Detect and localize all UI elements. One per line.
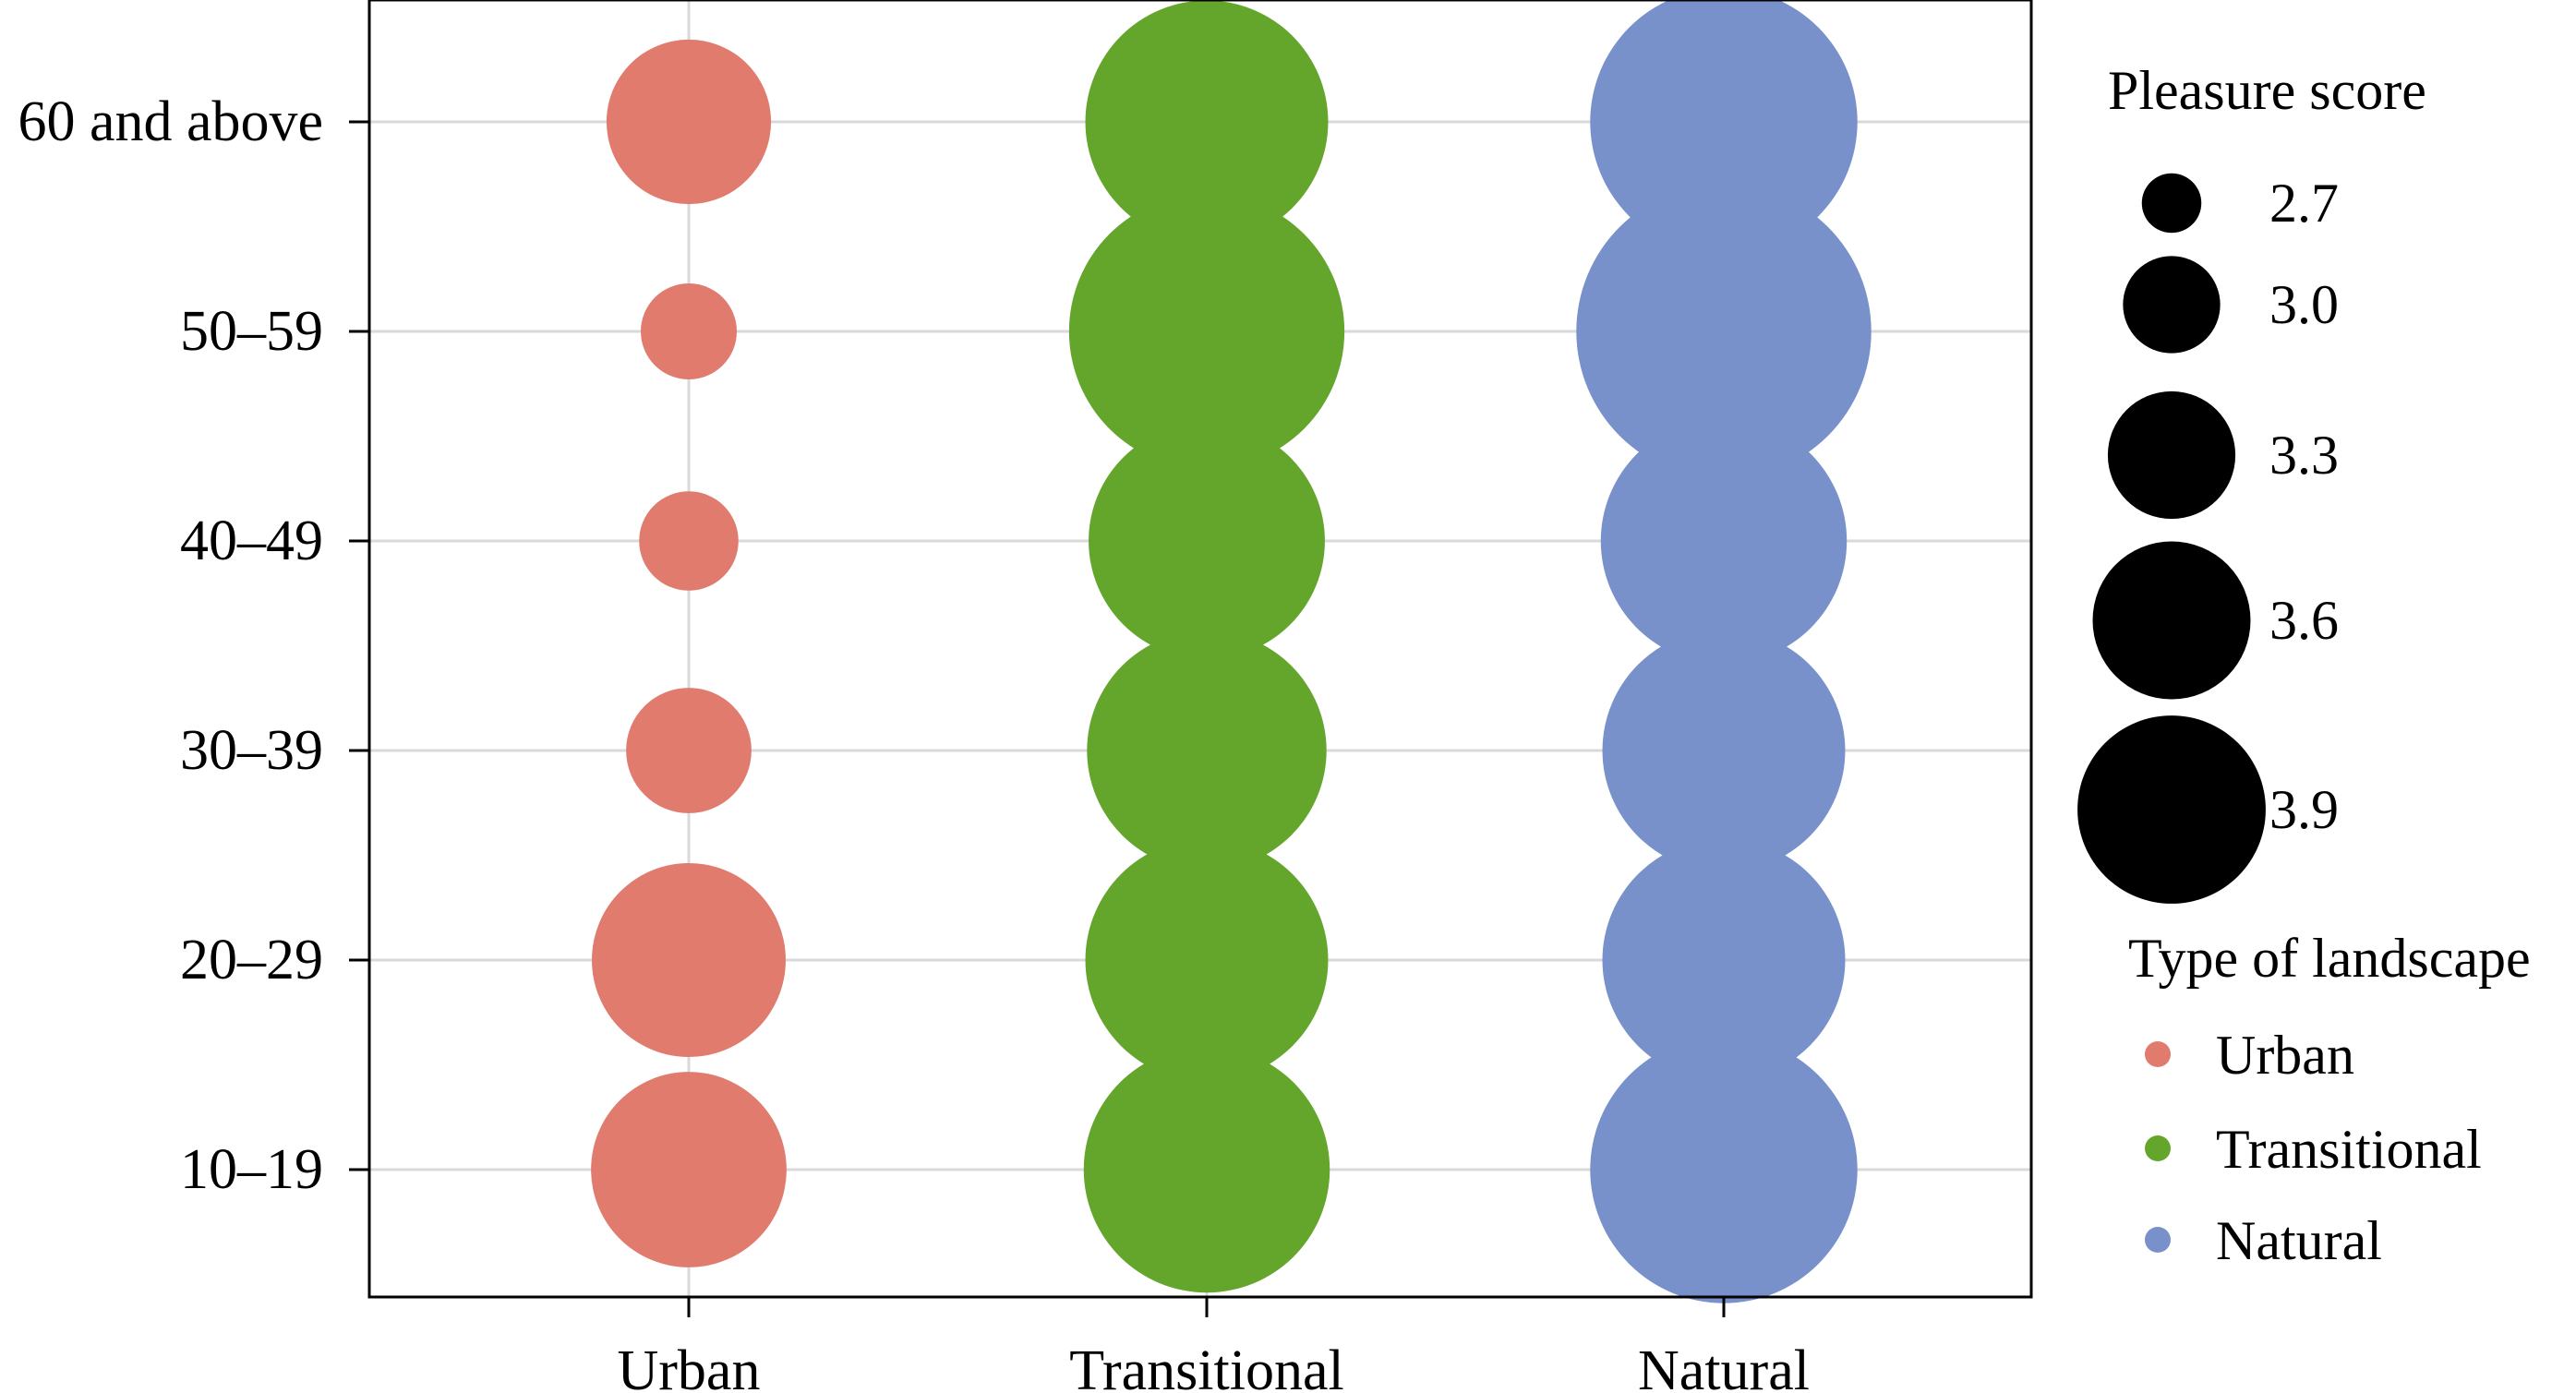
bubble-urban-40-49 bbox=[639, 491, 739, 591]
color-legend-label-urban: Urban bbox=[2216, 1025, 2354, 1086]
size-legend-label-3-0: 3.0 bbox=[2269, 274, 2339, 335]
axes: 10–19 20–29 30–39 40–49 50–59 60 and above Urb… bbox=[18, 90, 1810, 1393]
x-tick-label-urban: Urban bbox=[618, 1339, 761, 1393]
size-legend-key-3-6 bbox=[2092, 541, 2251, 700]
y-tick-label-30-39: 30–39 bbox=[180, 719, 323, 782]
size-legend-title: Pleasure score bbox=[2108, 60, 2426, 121]
bubble-natural-30-39 bbox=[1602, 629, 1846, 872]
x-tick-label-natural: Natural bbox=[1638, 1339, 1810, 1393]
size-legend-key-3-3 bbox=[2107, 390, 2236, 520]
legend: Pleasure score 2.7 3.0 3.3 3.6 3.9 Type of lan… bbox=[2077, 60, 2531, 1271]
plot-frame bbox=[367, 0, 2033, 1299]
color-legend-key-transitional bbox=[2145, 1135, 2171, 1161]
bubble-transitional-20-29 bbox=[1085, 838, 1329, 1082]
bubble-natural-40-49 bbox=[1600, 417, 1848, 665]
bubble-natural-50-59 bbox=[1576, 184, 1872, 479]
size-legend-label-3-3: 3.3 bbox=[2269, 425, 2339, 486]
color-legend-title: Type of landscape bbox=[2128, 928, 2531, 989]
bubble-transitional-30-39 bbox=[1087, 630, 1327, 871]
color-legend-label-natural: Natural bbox=[2216, 1210, 2382, 1271]
bubble-urban-30-39 bbox=[626, 688, 752, 813]
color-legend-label-transitional: Transitional bbox=[2216, 1119, 2482, 1180]
y-tick-label-10-19: 10–19 bbox=[180, 1138, 323, 1201]
bubbles bbox=[591, 0, 1872, 1303]
size-legend-key-3-9 bbox=[2077, 715, 2266, 904]
size-legend-key-2-7 bbox=[2141, 173, 2202, 234]
bubble-natural-20-29 bbox=[1602, 838, 1846, 1082]
size-legend-key-3-0 bbox=[2123, 256, 2221, 354]
bubble-transitional-50-59 bbox=[1068, 193, 1345, 470]
bubble-urban-50-59 bbox=[641, 283, 737, 379]
bubble-urban-10-19 bbox=[591, 1072, 787, 1267]
size-legend-label-3-9: 3.9 bbox=[2269, 779, 2339, 840]
bubble-transitional-60-and-above bbox=[1085, 0, 1329, 244]
x-tick-label-transitional: Transitional bbox=[1069, 1339, 1343, 1393]
bubble-transitional-40-49 bbox=[1089, 423, 1325, 659]
size-legend-label-2-7: 2.7 bbox=[2269, 173, 2339, 234]
size-legend-label-3-6: 3.6 bbox=[2269, 590, 2339, 651]
y-tick-label-20-29: 20–29 bbox=[180, 929, 323, 991]
bubble-transitional-10-19 bbox=[1083, 1046, 1330, 1293]
bubble-natural-10-19 bbox=[1590, 1036, 1858, 1303]
color-legend-key-urban bbox=[2145, 1041, 2171, 1067]
bubble-urban-60-and-above bbox=[606, 39, 772, 205]
bubble-natural-60-and-above bbox=[1590, 0, 1858, 256]
y-tick-label-50-59: 50–59 bbox=[180, 300, 323, 363]
y-tick-label-40-49: 40–49 bbox=[180, 510, 323, 572]
bubble-urban-20-29 bbox=[592, 863, 786, 1057]
color-legend-key-natural bbox=[2145, 1227, 2171, 1253]
y-tick-label-60-and-above: 60 and above bbox=[18, 90, 323, 153]
